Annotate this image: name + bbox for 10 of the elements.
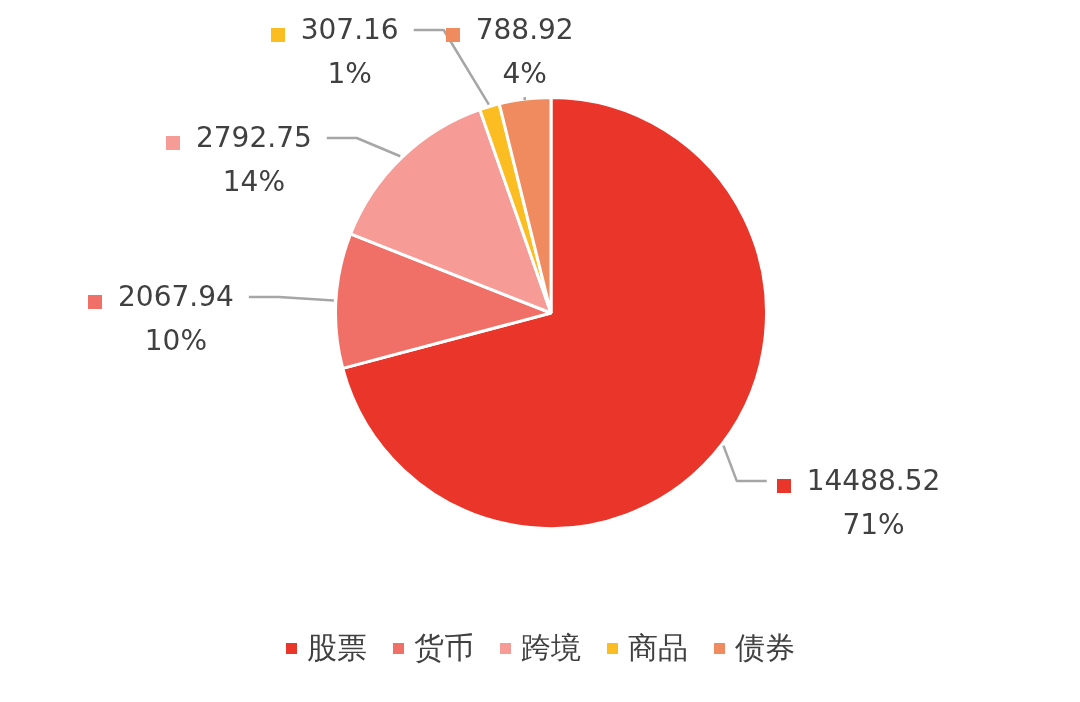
legend-label: 跨境	[520, 629, 581, 667]
data-label: 2067.94 10%	[118, 280, 234, 358]
data-label: 2792.75 14%	[195, 121, 312, 198]
legend-label: 债券	[734, 629, 795, 667]
legend-label: 货币	[413, 629, 474, 667]
data-label: 14488.52 71%	[806, 463, 941, 541]
legend-label: 股票	[306, 629, 367, 667]
data-label: 788.92 4%	[475, 13, 574, 90]
legend-label: 商品	[627, 629, 688, 667]
data-label: 307.16 1%	[300, 13, 399, 90]
